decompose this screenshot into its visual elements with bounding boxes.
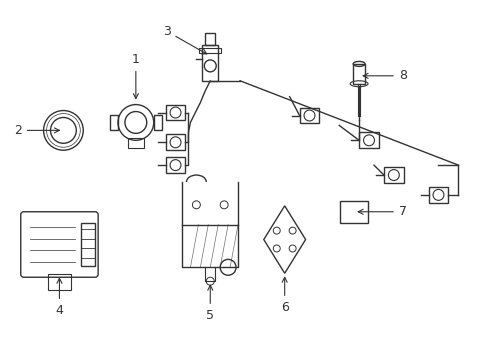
Bar [128, 138, 143, 148]
Bar [340, 201, 367, 223]
Bar [165, 105, 185, 121]
Bar [165, 157, 185, 173]
Text: 6: 6 [280, 277, 288, 314]
Text: 7: 7 [357, 205, 406, 218]
Text: 1: 1 [132, 53, 140, 99]
Bar [352, 64, 365, 84]
Bar [199, 48, 221, 53]
Bar [202, 45, 218, 81]
Text: 8: 8 [363, 69, 406, 82]
Bar [358, 132, 378, 148]
Bar [81, 223, 95, 266]
Bar [153, 114, 162, 130]
Text: 5: 5 [206, 285, 214, 322]
Bar [110, 114, 118, 130]
Text: 3: 3 [163, 24, 206, 54]
Bar [383, 167, 403, 183]
Bar [205, 33, 215, 45]
Bar [47, 274, 71, 290]
Text: 2: 2 [14, 124, 59, 137]
Bar [427, 187, 447, 203]
Bar [299, 108, 319, 123]
Bar [165, 134, 185, 150]
Text: 4: 4 [56, 278, 63, 317]
